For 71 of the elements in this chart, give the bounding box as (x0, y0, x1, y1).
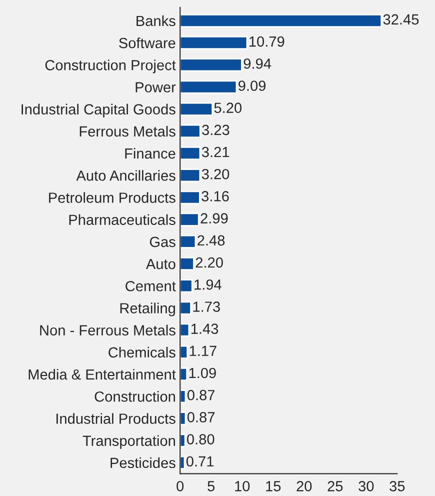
data-label: 5.20 (214, 102, 242, 113)
x-tick-label: 5 (208, 481, 215, 492)
data-label: 3.20 (202, 168, 230, 180)
bar (180, 36, 248, 50)
y-tick-label: Auto Ancillaries (76, 170, 176, 181)
x-tick-label: 35 (390, 481, 405, 492)
y-tick-label: Pesticides (110, 457, 176, 468)
bar (180, 279, 193, 293)
bar (180, 345, 188, 359)
x-tick-label: 0 (176, 481, 184, 492)
bar (180, 434, 186, 448)
data-label: 3.23 (202, 124, 230, 136)
y-tick-label: Petroleum Products (49, 192, 176, 203)
data-label: 1.09 (189, 368, 216, 378)
y-tick-label: Industrial Capital Goods (22, 104, 176, 118)
bar (180, 168, 201, 182)
data-label: 1.73 (193, 302, 220, 312)
y-tick-label: Cement (126, 280, 176, 292)
y-tick-label: Construction Project (45, 60, 176, 74)
y-tick-label: Retailing (120, 302, 175, 316)
data-label: 2.48 (198, 235, 225, 246)
data-label: 1.94 (194, 279, 222, 290)
y-tick-label: Auto (146, 259, 176, 270)
y-tick-label: Chemicals (108, 346, 176, 358)
bar (180, 212, 200, 226)
data-label: 2.99 (200, 213, 228, 224)
y-tick-label: Finance (125, 148, 176, 159)
y-tick-label: Gas (150, 236, 176, 248)
bar (180, 58, 242, 72)
data-label: 0.87 (187, 412, 215, 422)
y-tick-label: Non - Ferrous Metals (40, 324, 176, 336)
y-tick-label: Industrial Products (56, 413, 176, 424)
y-tick-label: Pharmaceuticals (69, 214, 176, 225)
data-label: 3.21 (202, 146, 230, 158)
x-tick-label: 30 (358, 481, 374, 492)
data-label: 1.43 (191, 324, 218, 334)
bar (180, 14, 382, 28)
y-tick-label: Power (136, 82, 176, 92)
bar (180, 80, 238, 94)
data-label: 32.45 (383, 14, 419, 25)
bar (180, 256, 194, 271)
bar (180, 102, 214, 116)
bar (180, 301, 192, 315)
y-tick-label: Ferrous Metals (80, 126, 176, 137)
x-tick-label: 25 (328, 481, 343, 492)
data-label: 0.87 (187, 390, 215, 400)
y-tick-label: Banks (136, 15, 176, 26)
y-tick-label: Construction (94, 391, 175, 402)
bar (180, 390, 186, 404)
bar (180, 456, 186, 470)
data-label: 0.80 (187, 434, 214, 444)
x-tick-label: 15 (266, 481, 281, 492)
bar (180, 323, 190, 337)
data-label: 9.94 (244, 58, 272, 69)
bar (180, 146, 201, 160)
data-label: 10.79 (250, 36, 284, 47)
data-label: 2.20 (196, 257, 223, 268)
y-tick-label: Software (119, 38, 176, 48)
bar (180, 412, 186, 426)
data-label: 1.17 (190, 346, 216, 356)
bar (180, 367, 188, 382)
data-label: 3.16 (202, 191, 229, 202)
x-tick-label: 10 (235, 481, 250, 492)
bar (180, 124, 201, 138)
data-label: 9.09 (238, 80, 266, 91)
y-tick-label: Media & Entertainment (28, 368, 176, 380)
bar (180, 190, 200, 204)
x-tick-label: 20 (296, 481, 312, 492)
data-label: 0.71 (186, 456, 214, 467)
bar (180, 234, 196, 248)
y-tick-label: Transportation (82, 435, 175, 449)
